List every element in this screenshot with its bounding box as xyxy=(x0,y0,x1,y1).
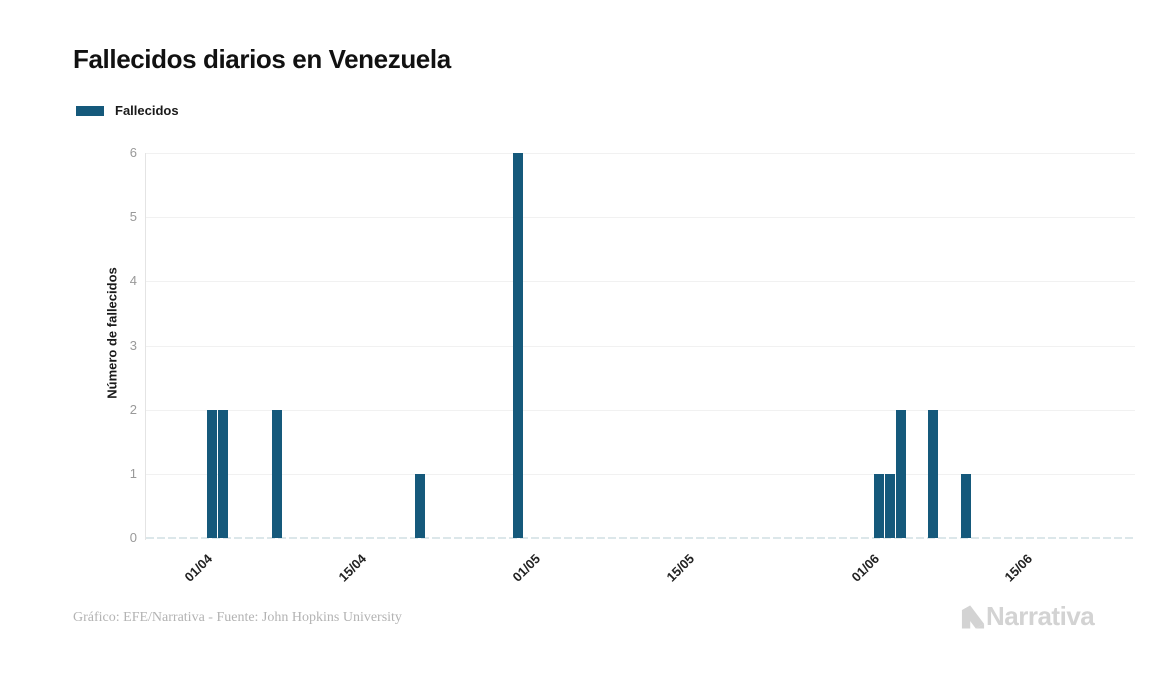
chart-title: Fallecidos diarios en Venezuela xyxy=(73,44,451,74)
narrativa-logo: Narrativa xyxy=(961,601,1101,635)
bar[interactable] xyxy=(961,473,972,538)
footer-credit: Gráfico: EFE/Narrativa - Fuente: John Ho… xyxy=(73,610,402,625)
gridline xyxy=(146,409,1135,411)
narrativa-n-icon xyxy=(961,605,985,629)
bar[interactable] xyxy=(206,409,217,538)
bar[interactable] xyxy=(895,409,906,538)
y-tick-label: 5 xyxy=(129,209,137,225)
y-tick-label: 2 xyxy=(129,401,137,417)
bar[interactable] xyxy=(884,473,895,538)
gridline xyxy=(146,345,1135,347)
y-tick-label: 4 xyxy=(129,273,137,289)
legend-swatch-icon xyxy=(76,106,104,116)
x-axis-baseline xyxy=(146,537,1135,539)
narrativa-wordmark: Narrativa xyxy=(986,601,1095,631)
bar[interactable] xyxy=(928,409,939,538)
gridline xyxy=(146,473,1135,475)
y-tick-label: 0 xyxy=(129,530,137,545)
gridline xyxy=(146,217,1135,219)
y-tick-label: 1 xyxy=(129,465,137,481)
bar[interactable] xyxy=(217,409,228,538)
bar[interactable] xyxy=(414,473,425,538)
gridline xyxy=(146,153,1135,154)
legend-label: Fallecidos xyxy=(115,103,179,118)
bar[interactable] xyxy=(873,473,884,538)
gridline xyxy=(146,281,1135,283)
y-tick-label: 3 xyxy=(129,337,137,353)
y-tick-label: 6 xyxy=(129,145,137,160)
y-axis-line xyxy=(145,153,146,540)
bar[interactable] xyxy=(272,409,283,538)
bar[interactable] xyxy=(512,153,523,538)
